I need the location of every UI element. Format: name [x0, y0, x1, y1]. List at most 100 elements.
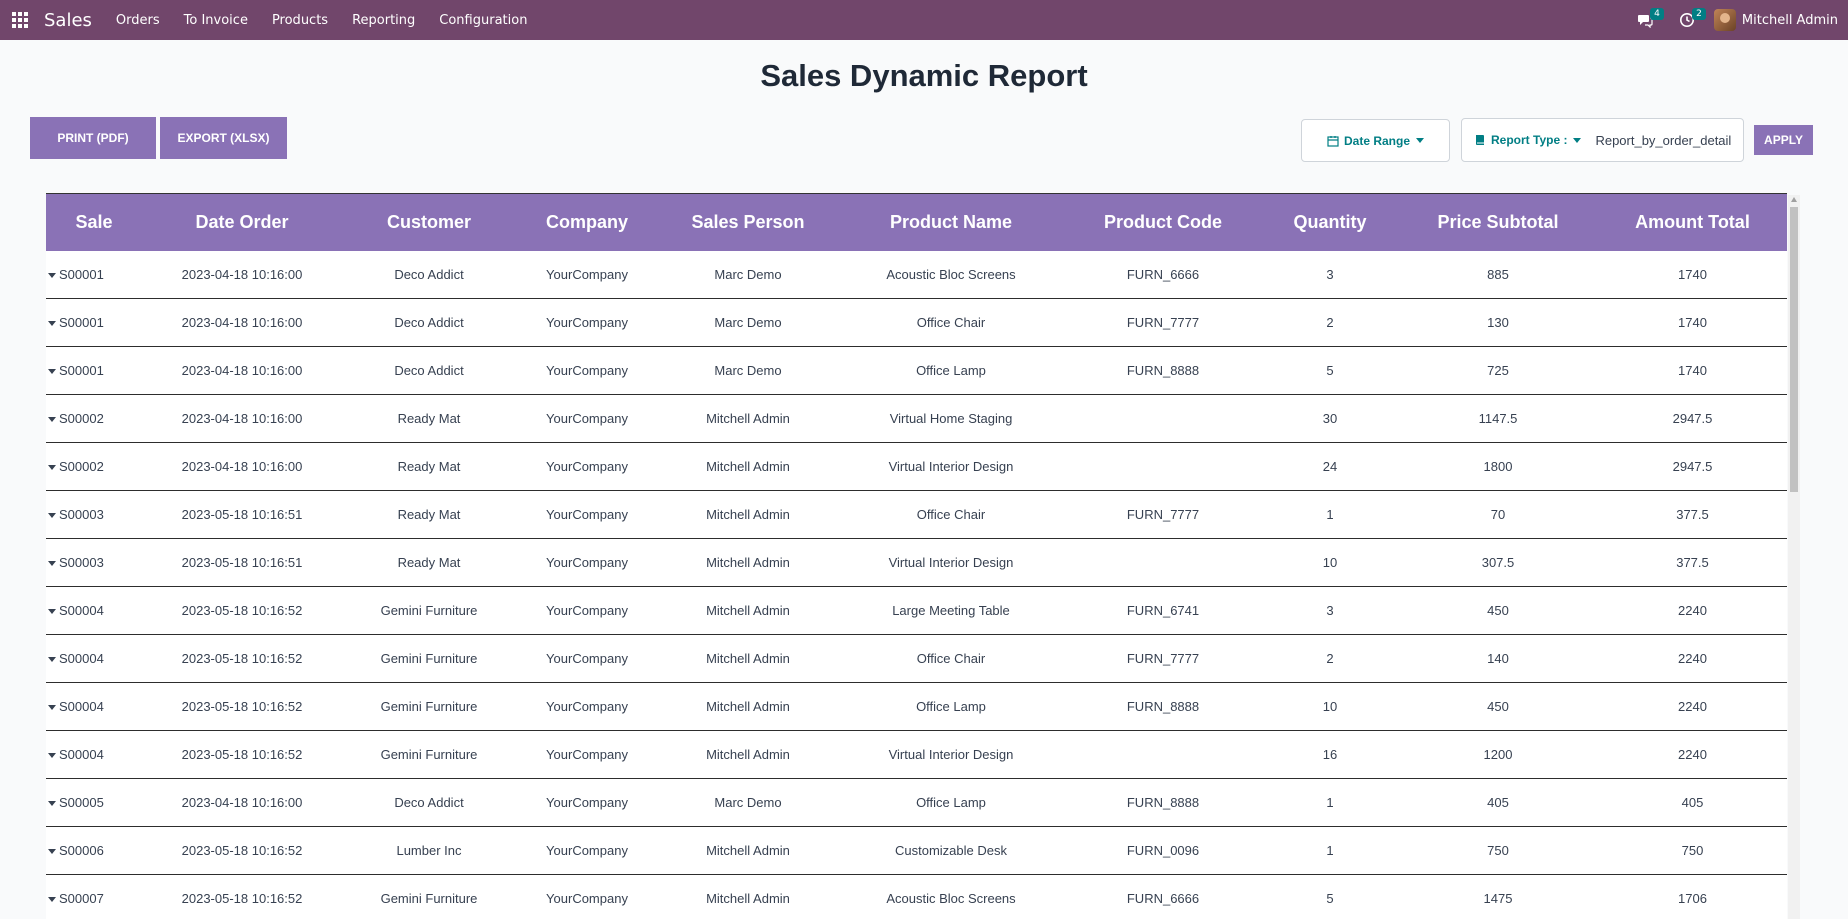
expand-caret-icon[interactable] [48, 272, 56, 278]
cell-sale: S00003 [46, 490, 142, 539]
cell-product-name: Office Lamp [838, 346, 1064, 395]
scroll-up-icon[interactable] [1791, 197, 1797, 202]
cell-amount-total: 1740 [1598, 298, 1787, 347]
table-row[interactable]: S00004 2023-05-18 10:16:52 Gemini Furnitur… [46, 730, 1787, 779]
cell-product-code: FURN_7777 [1064, 298, 1262, 347]
expand-caret-icon[interactable] [48, 465, 56, 471]
cell-customer: Gemini Furniture [342, 682, 516, 731]
cell-product-name: Large Meeting Table [838, 586, 1064, 635]
table-body: S00001 2023-04-18 10:16:00 Deco Addict Your… [46, 250, 1787, 919]
table-row[interactable]: S00004 2023-05-18 10:16:52 Gemini Furnitur… [46, 682, 1787, 731]
cell-sale: S00005 [46, 778, 142, 827]
cell-customer: Deco Addict [342, 778, 516, 827]
cell-sale: S00004 [46, 634, 142, 683]
table-row[interactable]: S00002 2023-04-18 10:16:00 Ready Mat YourCo… [46, 394, 1787, 443]
cell-date-order: 2023-05-18 10:16:52 [142, 730, 342, 779]
clock-icon [1679, 13, 1694, 27]
sale-reference: S00001 [59, 363, 104, 378]
cell-amount-total: 2240 [1598, 682, 1787, 731]
table-row[interactable]: S00004 2023-05-18 10:16:52 Gemini Furnitur… [46, 634, 1787, 683]
scroll-thumb[interactable] [1790, 207, 1798, 492]
column-header-sale: Sale [46, 193, 142, 251]
cell-quantity: 1 [1262, 778, 1398, 827]
cell-company: YourCompany [516, 826, 658, 875]
cell-date-order: 2023-05-18 10:16:51 [142, 538, 342, 587]
cell-product-name: Office Lamp [838, 778, 1064, 827]
cell-price-subtotal: 725 [1398, 346, 1598, 395]
cell-product-name: Acoustic Bloc Screens [838, 874, 1064, 919]
cell-date-order: 2023-05-18 10:16:52 [142, 826, 342, 875]
table-row[interactable]: S00007 2023-05-18 10:16:52 Gemini Furnitur… [46, 874, 1787, 919]
cell-amount-total: 750 [1598, 826, 1787, 875]
column-header-amount-total: Amount Total [1598, 193, 1787, 251]
cell-company: YourCompany [516, 538, 658, 587]
report-type-dropdown[interactable]: Report Type : [1462, 133, 1582, 147]
export-xlsx-button[interactable]: EXPORT (XLSX) [160, 117, 287, 159]
nav-orders[interactable]: Orders [115, 12, 160, 28]
expand-caret-icon[interactable] [48, 849, 56, 855]
expand-caret-icon[interactable] [48, 513, 56, 519]
cell-sales-person: Mitchell Admin [658, 394, 838, 443]
cell-sales-person: Mitchell Admin [658, 586, 838, 635]
table-row[interactable]: S00003 2023-05-18 10:16:51 Ready Mat YourCo… [46, 538, 1787, 587]
expand-caret-icon[interactable] [48, 753, 56, 759]
cell-company: YourCompany [516, 394, 658, 443]
cell-price-subtotal: 450 [1398, 586, 1598, 635]
user-menu[interactable]: Mitchell Admin [1713, 9, 1838, 31]
cell-customer: Deco Addict [342, 250, 516, 299]
expand-caret-icon[interactable] [48, 321, 56, 327]
print-pdf-button[interactable]: PRINT (PDF) [30, 117, 156, 159]
report-table: Sale Date Order Customer Company Sales Perso… [46, 193, 1787, 919]
nav-to-invoice[interactable]: To Invoice [183, 12, 248, 28]
cell-quantity: 5 [1262, 874, 1398, 919]
table-row[interactable]: S00002 2023-04-18 10:16:00 Ready Mat YourCo… [46, 442, 1787, 491]
table-row[interactable]: S00005 2023-04-18 10:16:00 Deco Addict Your… [46, 778, 1787, 827]
cell-amount-total: 2240 [1598, 730, 1787, 779]
cell-price-subtotal: 70 [1398, 490, 1598, 539]
cell-product-name: Acoustic Bloc Screens [838, 250, 1064, 299]
apps-menu-icon[interactable] [0, 0, 40, 40]
table-row[interactable]: S00006 2023-05-18 10:16:52 Lumber Inc YourC… [46, 826, 1787, 875]
cell-price-subtotal: 1800 [1398, 442, 1598, 491]
sale-reference: S00004 [59, 651, 104, 666]
expand-caret-icon[interactable] [48, 561, 56, 567]
cell-date-order: 2023-05-18 10:16:52 [142, 874, 342, 919]
chevron-down-icon [1573, 137, 1582, 143]
table-row[interactable]: S00001 2023-04-18 10:16:00 Deco Addict Your… [46, 298, 1787, 347]
report-type-selector[interactable]: Report Type : Report_by_order_detail [1461, 118, 1744, 162]
expand-caret-icon[interactable] [48, 801, 56, 807]
column-header-sales-person: Sales Person [658, 193, 838, 251]
cell-date-order: 2023-04-18 10:16:00 [142, 250, 342, 299]
expand-caret-icon[interactable] [48, 897, 56, 903]
expand-caret-icon[interactable] [48, 657, 56, 663]
messages-button[interactable]: 4 [1630, 0, 1664, 40]
cell-sales-person: Mitchell Admin [658, 634, 838, 683]
table-row[interactable]: S00001 2023-04-18 10:16:00 Deco Addict Your… [46, 346, 1787, 395]
cell-price-subtotal: 307.5 [1398, 538, 1598, 587]
cell-product-name: Customizable Desk [838, 826, 1064, 875]
activities-button[interactable]: 2 [1672, 0, 1706, 40]
expand-caret-icon[interactable] [48, 417, 56, 423]
nav-configuration[interactable]: Configuration [439, 12, 528, 28]
cell-quantity: 30 [1262, 394, 1398, 443]
expand-caret-icon[interactable] [48, 369, 56, 375]
table-scrollbar[interactable] [1788, 195, 1800, 919]
cell-amount-total: 1740 [1598, 250, 1787, 299]
activities-badge: 2 [1692, 8, 1706, 20]
sale-reference: S00001 [59, 315, 104, 330]
cell-quantity: 24 [1262, 442, 1398, 491]
cell-amount-total: 1740 [1598, 346, 1787, 395]
expand-caret-icon[interactable] [48, 609, 56, 615]
cell-company: YourCompany [516, 874, 658, 919]
table-row[interactable]: S00004 2023-05-18 10:16:52 Gemini Furnitur… [46, 586, 1787, 635]
apply-button[interactable]: APPLY [1754, 125, 1813, 155]
nav-products[interactable]: Products [271, 12, 329, 28]
expand-caret-icon[interactable] [48, 705, 56, 711]
app-brand[interactable]: Sales [44, 9, 92, 31]
date-range-dropdown[interactable]: Date Range [1301, 119, 1450, 162]
nav-reporting[interactable]: Reporting [352, 12, 416, 28]
table-row[interactable]: S00003 2023-05-18 10:16:51 Ready Mat YourCo… [46, 490, 1787, 539]
cell-quantity: 16 [1262, 730, 1398, 779]
cell-price-subtotal: 450 [1398, 682, 1598, 731]
table-row[interactable]: S00001 2023-04-18 10:16:00 Deco Addict Your… [46, 250, 1787, 299]
